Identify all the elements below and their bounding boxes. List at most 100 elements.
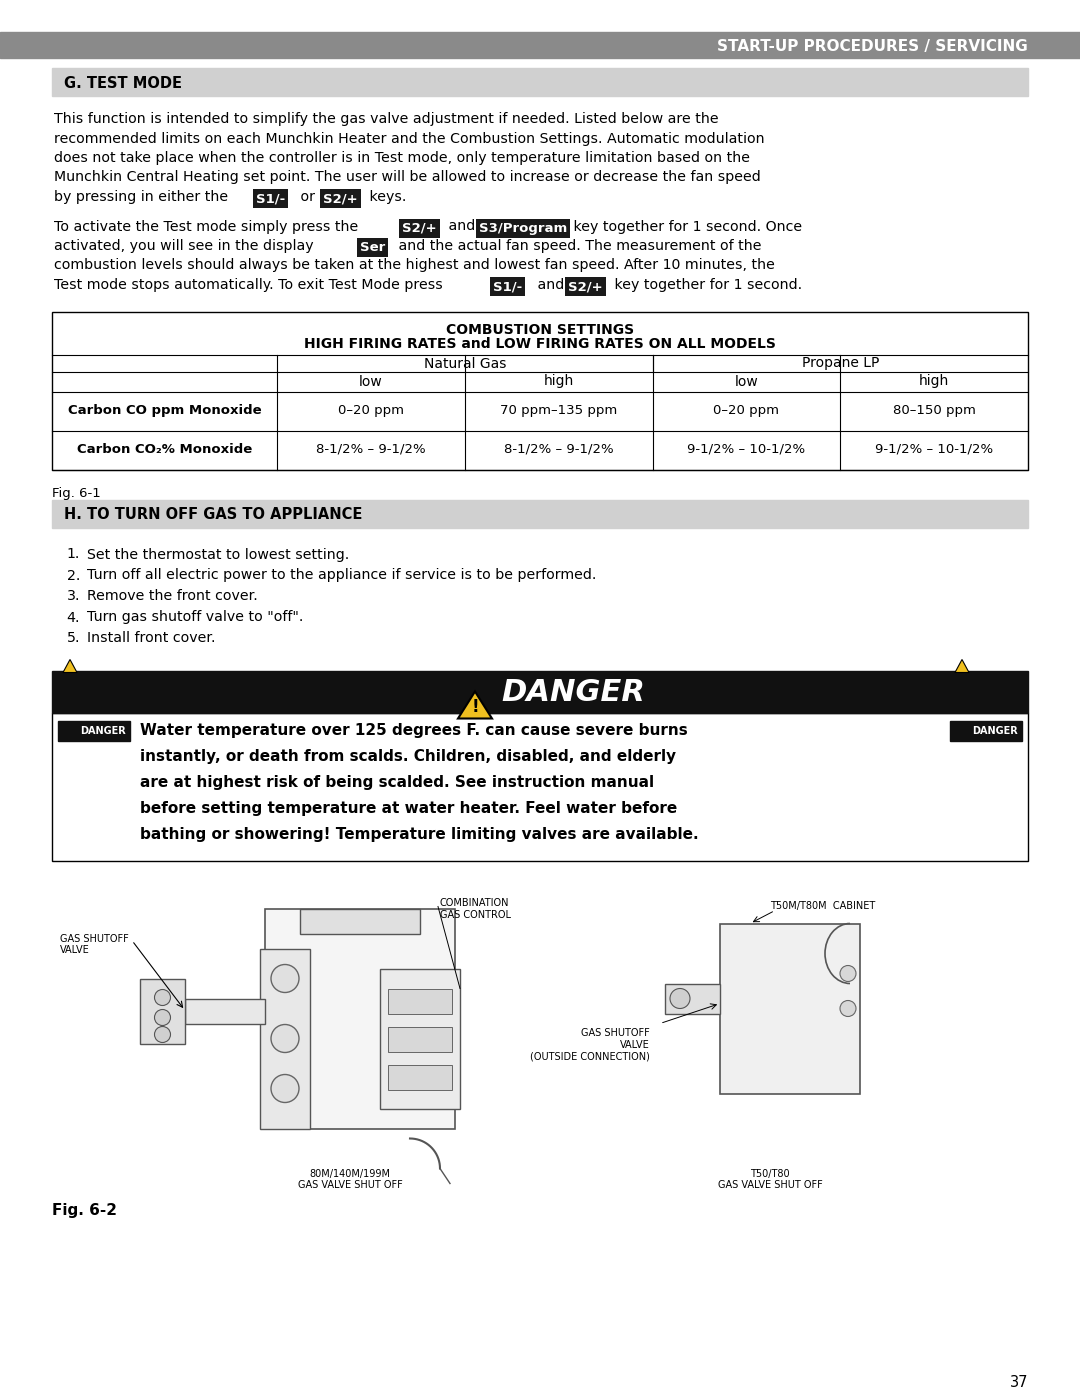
Bar [388,1027,453,1052]
Text: COMBINATION
GAS CONTROL: COMBINATION GAS CONTROL [440,898,511,921]
Text: DANGER: DANGER [501,678,645,707]
Text: Set the thermostat to lowest setting.: Set the thermostat to lowest setting. [87,548,349,562]
Text: S3/Program: S3/Program [480,222,567,235]
Text: key together for 1 second.: key together for 1 second. [610,278,802,292]
Text: S1/-: S1/- [256,193,285,205]
Polygon shape [63,659,77,672]
Text: 37: 37 [1010,1375,1028,1390]
Text: Water temperature over 125 degrees F. can cause severe burns: Water temperature over 125 degrees F. ca… [140,722,688,738]
Circle shape [154,1010,171,1025]
Text: H. TO TURN OFF GAS TO APPLIANCE: H. TO TURN OFF GAS TO APPLIANCE [64,507,363,522]
Text: T50/T80
GAS VALVE SHUT OFF: T50/T80 GAS VALVE SHUT OFF [717,1168,822,1190]
Text: 70 ppm–135 ppm: 70 ppm–135 ppm [500,404,618,416]
Text: Natural Gas: Natural Gas [423,356,505,370]
Text: and: and [534,278,569,292]
Circle shape [271,964,299,992]
Bar [665,983,720,1013]
Polygon shape [955,659,969,672]
Text: Fig. 6-1: Fig. 6-1 [52,488,100,500]
Text: before setting temperature at water heater. Feel water before: before setting temperature at water heat… [140,800,677,816]
Text: low: low [359,374,382,388]
Text: DANGER: DANGER [972,726,1017,736]
Text: HIGH FIRING RATES and LOW FIRING RATES ON ALL MODELS: HIGH FIRING RATES and LOW FIRING RATES O… [305,338,775,352]
Bar [52,712,1028,861]
Text: and: and [444,219,480,233]
Text: combustion levels should always be taken at the highest and lowest fan speed. Af: combustion levels should always be taken… [54,258,774,272]
Text: GAS SHUTOFF
VALVE: GAS SHUTOFF VALVE [60,933,129,956]
Text: 3.: 3. [67,590,80,604]
Text: by pressing in either the: by pressing in either the [54,190,228,204]
Text: 8-1/2% – 9-1/2%: 8-1/2% – 9-1/2% [503,443,613,455]
Text: Munchkin Central Heating set point. The user will be allowed to increase or decr: Munchkin Central Heating set point. The … [54,170,760,184]
Text: Fig. 6-2: Fig. 6-2 [52,1203,117,1218]
Bar [380,968,460,1108]
Text: 8-1/2% – 9-1/2%: 8-1/2% – 9-1/2% [316,443,426,455]
Text: Carbon CO₂% Monoxide: Carbon CO₂% Monoxide [77,443,252,455]
Text: S2/+: S2/+ [568,281,603,293]
Circle shape [670,989,690,1009]
Text: activated, you will see in the display: activated, you will see in the display [54,239,313,253]
Text: or: or [296,190,320,204]
Text: Carbon CO ppm Monoxide: Carbon CO ppm Monoxide [68,404,261,416]
Circle shape [271,1074,299,1102]
Text: COMBUSTION SETTINGS: COMBUSTION SETTINGS [446,324,634,338]
Text: instantly, or death from scalds. Children, disabled, and elderly: instantly, or death from scalds. Childre… [140,749,676,764]
Text: G. TEST MODE: G. TEST MODE [64,75,183,91]
Text: 1.: 1. [67,548,80,562]
Text: and the actual fan speed. The measurement of the: and the actual fan speed. The measuremen… [394,239,761,253]
Text: Turn gas shutoff valve to "off".: Turn gas shutoff valve to "off". [87,610,303,624]
Text: Turn off all electric power to the appliance if service is to be performed.: Turn off all electric power to the appli… [87,569,596,583]
Circle shape [154,1027,171,1042]
Text: GAS SHUTOFF
VALVE
(OUTSIDE CONNECTION): GAS SHUTOFF VALVE (OUTSIDE CONNECTION) [530,1028,650,1062]
Text: Ser: Ser [360,242,386,254]
Text: T50M/T80M  CABINET: T50M/T80M CABINET [770,901,875,911]
Polygon shape [458,692,492,718]
Circle shape [840,1000,856,1017]
Text: 0–20 ppm: 0–20 ppm [338,404,404,416]
Text: DANGER: DANGER [80,726,125,736]
Text: S2/+: S2/+ [323,193,357,205]
Text: Remove the front cover.: Remove the front cover. [87,590,258,604]
Circle shape [840,965,856,982]
Bar [300,908,420,933]
Text: Install front cover.: Install front cover. [87,631,216,645]
Text: S2/+: S2/+ [402,222,436,235]
Text: 9-1/2% – 10-1/2%: 9-1/2% – 10-1/2% [687,443,806,455]
Bar [388,989,453,1013]
Bar [52,500,1028,528]
Bar [185,999,265,1024]
Text: 5.: 5. [67,631,80,645]
Bar [58,721,130,740]
Text: bathing or showering! Temperature limiting valves are available.: bathing or showering! Temperature limiti… [140,827,699,841]
Text: 4.: 4. [67,610,80,624]
Text: are at highest risk of being scalded. See instruction manual: are at highest risk of being scalded. Se… [140,774,654,789]
Text: 80–150 ppm: 80–150 ppm [893,404,975,416]
Text: This function is intended to simplify the gas valve adjustment if needed. Listed: This function is intended to simplify th… [54,112,718,126]
Text: keys.: keys. [365,190,406,204]
Text: 9-1/2% – 10-1/2%: 9-1/2% – 10-1/2% [875,443,994,455]
Bar [140,978,185,1044]
Text: To activate the Test mode simply press the: To activate the Test mode simply press t… [54,219,359,233]
Text: Test mode stops automatically. To exit Test Mode press: Test mode stops automatically. To exit T… [54,278,443,292]
Text: 80M/140M/199M
GAS VALVE SHUT OFF: 80M/140M/199M GAS VALVE SHUT OFF [298,1168,403,1190]
Text: high: high [919,374,949,388]
Circle shape [154,989,171,1006]
Bar [950,721,1022,740]
Bar [52,68,1028,96]
Text: recommended limits on each Munchkin Heater and the Combustion Settings. Automati: recommended limits on each Munchkin Heat… [54,131,765,145]
Text: START-UP PROCEDURES / SERVICING: START-UP PROCEDURES / SERVICING [717,39,1028,53]
Bar [388,1065,453,1090]
Text: !: ! [471,697,478,715]
Text: Propane LP: Propane LP [801,356,879,370]
Bar [265,908,455,1129]
Text: high: high [543,374,573,388]
Text: low: low [734,374,758,388]
Text: 2.: 2. [67,569,80,583]
Bar [0,32,1080,59]
Bar [260,949,310,1129]
Text: S1/-: S1/- [492,281,523,293]
Text: does not take place when the controller is in Test mode, only temperature limita: does not take place when the controller … [54,151,750,165]
Bar [52,312,1028,469]
Bar [52,671,1028,712]
Circle shape [271,1024,299,1052]
